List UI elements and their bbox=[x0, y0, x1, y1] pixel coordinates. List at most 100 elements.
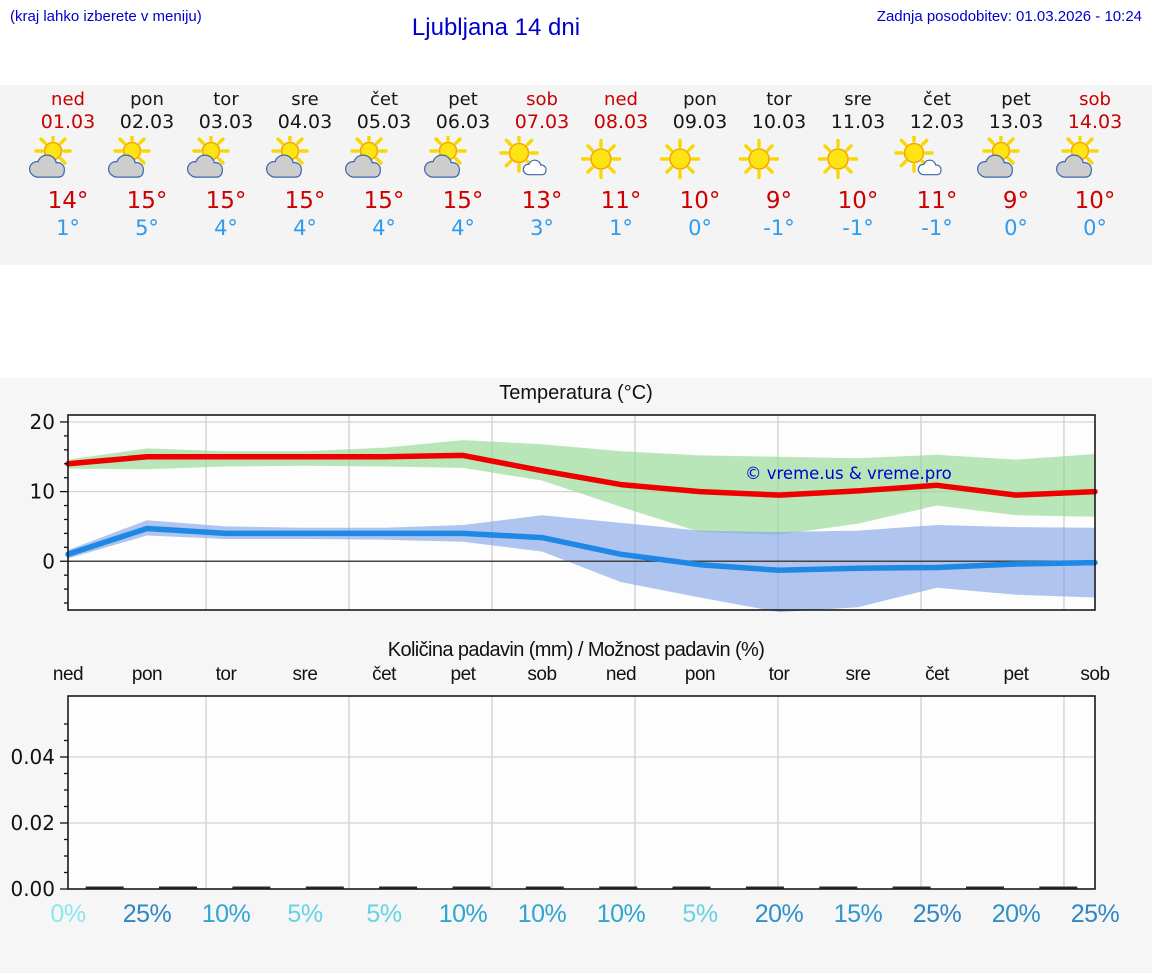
low-temp: 4° bbox=[451, 216, 475, 240]
axis-day-label: ned bbox=[52, 664, 84, 685]
low-temp: -1° bbox=[763, 216, 795, 240]
precip-probability: 10% bbox=[201, 900, 251, 928]
low-temp: 1° bbox=[56, 216, 80, 240]
low-temp: 0° bbox=[1083, 216, 1107, 240]
high-temp: 14° bbox=[47, 188, 89, 214]
low-temp: 4° bbox=[372, 216, 396, 240]
low-temp: -1° bbox=[842, 216, 874, 240]
day-date: 09.03 bbox=[672, 111, 728, 133]
svg-text:0: 0 bbox=[42, 549, 55, 573]
axis-day-label: pet bbox=[450, 664, 476, 685]
forecast-day: tor 10.03 9° -1° bbox=[733, 89, 825, 241]
temp-y-axis: 0 10 20 bbox=[30, 410, 68, 604]
svg-text:0.04: 0.04 bbox=[10, 745, 55, 769]
precipitation-bars bbox=[85, 886, 1078, 889]
last-updated: Zadnja posodobitev: 01.03.2026 - 10:24 bbox=[876, 8, 1142, 25]
grid-lines bbox=[68, 696, 1095, 889]
day-date: 05.03 bbox=[356, 111, 412, 133]
charts-area: Temperatura (°C) 0 10 20 © vreme.us & vreme… bbox=[0, 378, 1152, 973]
forecast-day: sre 04.03 15° 4° bbox=[259, 89, 351, 241]
high-temp: 9° bbox=[765, 188, 793, 214]
forecast-day: tor 03.03 15° 4° bbox=[180, 89, 272, 241]
svg-text:20: 20 bbox=[30, 410, 55, 434]
low-temp: 5° bbox=[135, 216, 159, 240]
temperature-chart: 0 10 20 © vreme.us & vreme.pro bbox=[30, 410, 1098, 613]
sun-cloud-icon bbox=[107, 136, 151, 178]
precip-probability: 25% bbox=[1070, 900, 1120, 928]
low-temp: 3° bbox=[530, 216, 554, 240]
axis-day-label: tor bbox=[215, 664, 237, 685]
sun-cloud-icon bbox=[344, 136, 388, 178]
day-name: tor bbox=[766, 89, 792, 110]
sun-small-cloud-icon bbox=[499, 136, 547, 176]
axis-day-label: pon bbox=[684, 664, 716, 685]
high-temp: 15° bbox=[363, 188, 405, 214]
axis-day-label: čet bbox=[372, 664, 396, 685]
weather-icon bbox=[259, 136, 351, 186]
forecast-day: pet 13.03 9° 0° bbox=[970, 89, 1062, 241]
day-name: sob bbox=[1079, 89, 1111, 110]
max-temp-band bbox=[68, 440, 1095, 535]
forecast-day: ned 01.03 14° 1° bbox=[22, 89, 114, 241]
svg-text:10: 10 bbox=[30, 480, 55, 504]
high-temp: 15° bbox=[442, 188, 484, 214]
day-date: 14.03 bbox=[1067, 111, 1123, 133]
precip-probability: 5% bbox=[682, 900, 718, 928]
low-temp: 4° bbox=[214, 216, 238, 240]
day-name: pon bbox=[683, 89, 717, 110]
weather-icon bbox=[891, 136, 983, 186]
axis-day-label: ned bbox=[605, 664, 637, 685]
axis-day-label: sre bbox=[292, 664, 318, 685]
high-temp: 15° bbox=[205, 188, 247, 214]
precipitation-chart-title: Količina padavin (mm) / Možnost padavin … bbox=[387, 639, 765, 661]
high-temp: 9° bbox=[1002, 188, 1030, 214]
day-name: ned bbox=[51, 89, 85, 110]
min-temp-band bbox=[68, 515, 1095, 613]
precipitation-day-axis: ned pon tor sre čet pet sob ned pon tor sre čet pet s… bbox=[0, 664, 1152, 690]
day-name: ned bbox=[604, 89, 638, 110]
precipitation-probability-row: 0% 25% 10% 5% 5% 10% 10% 10% 5% 20% 15% 25% 20% 25% bbox=[0, 900, 1152, 938]
high-temp: 10° bbox=[837, 188, 879, 214]
day-date: 08.03 bbox=[593, 111, 649, 133]
day-date: 10.03 bbox=[751, 111, 807, 133]
day-name: čet bbox=[369, 89, 399, 110]
sun-cloud-icon bbox=[265, 136, 309, 178]
high-temp: 15° bbox=[126, 188, 168, 214]
sun-cloud-icon bbox=[976, 136, 1020, 178]
day-name: tor bbox=[213, 89, 239, 110]
precip-probability: 20% bbox=[754, 900, 804, 928]
sun-cloud-icon bbox=[28, 136, 72, 178]
sun-icon bbox=[817, 138, 859, 180]
day-date: 04.03 bbox=[277, 111, 333, 133]
axis-day-label: pet bbox=[1003, 664, 1029, 685]
weather-icon bbox=[575, 136, 667, 186]
day-date: 07.03 bbox=[514, 111, 570, 133]
weather-icon bbox=[812, 136, 904, 186]
forecast-day: pon 09.03 10° 0° bbox=[654, 89, 746, 241]
sun-cloud-icon bbox=[186, 136, 230, 178]
low-temp: 1° bbox=[609, 216, 633, 240]
weather-icon bbox=[22, 136, 114, 186]
forecast-day: čet 05.03 15° 4° bbox=[338, 89, 430, 241]
high-temp: 11° bbox=[916, 188, 958, 214]
day-name: pet bbox=[448, 89, 478, 110]
high-temp: 11° bbox=[600, 188, 642, 214]
max-temp-line bbox=[65, 452, 1098, 498]
low-temp: 4° bbox=[293, 216, 317, 240]
forecast-day: ned 08.03 11° 1° bbox=[575, 89, 667, 241]
day-date: 11.03 bbox=[830, 111, 886, 133]
sun-cloud-icon bbox=[1055, 136, 1099, 178]
day-name: pet bbox=[1001, 89, 1031, 110]
high-temp: 15° bbox=[284, 188, 326, 214]
watermark-link[interactable]: © vreme.us & vreme.pro bbox=[745, 464, 952, 483]
axis-day-label: pon bbox=[131, 664, 163, 685]
precip-probability: 5% bbox=[287, 900, 323, 928]
page-title: Ljubljana 14 dni bbox=[411, 14, 581, 41]
precipitation-figure: Količina padavin (mm) / Možnost padavin … bbox=[0, 635, 1152, 938]
weather-icon bbox=[417, 136, 509, 186]
precip-probability: 10% bbox=[596, 900, 646, 928]
svg-text:0.00: 0.00 bbox=[10, 877, 55, 900]
weather-icon bbox=[180, 136, 272, 186]
forecast-day: čet 12.03 11° -1° bbox=[891, 89, 983, 241]
